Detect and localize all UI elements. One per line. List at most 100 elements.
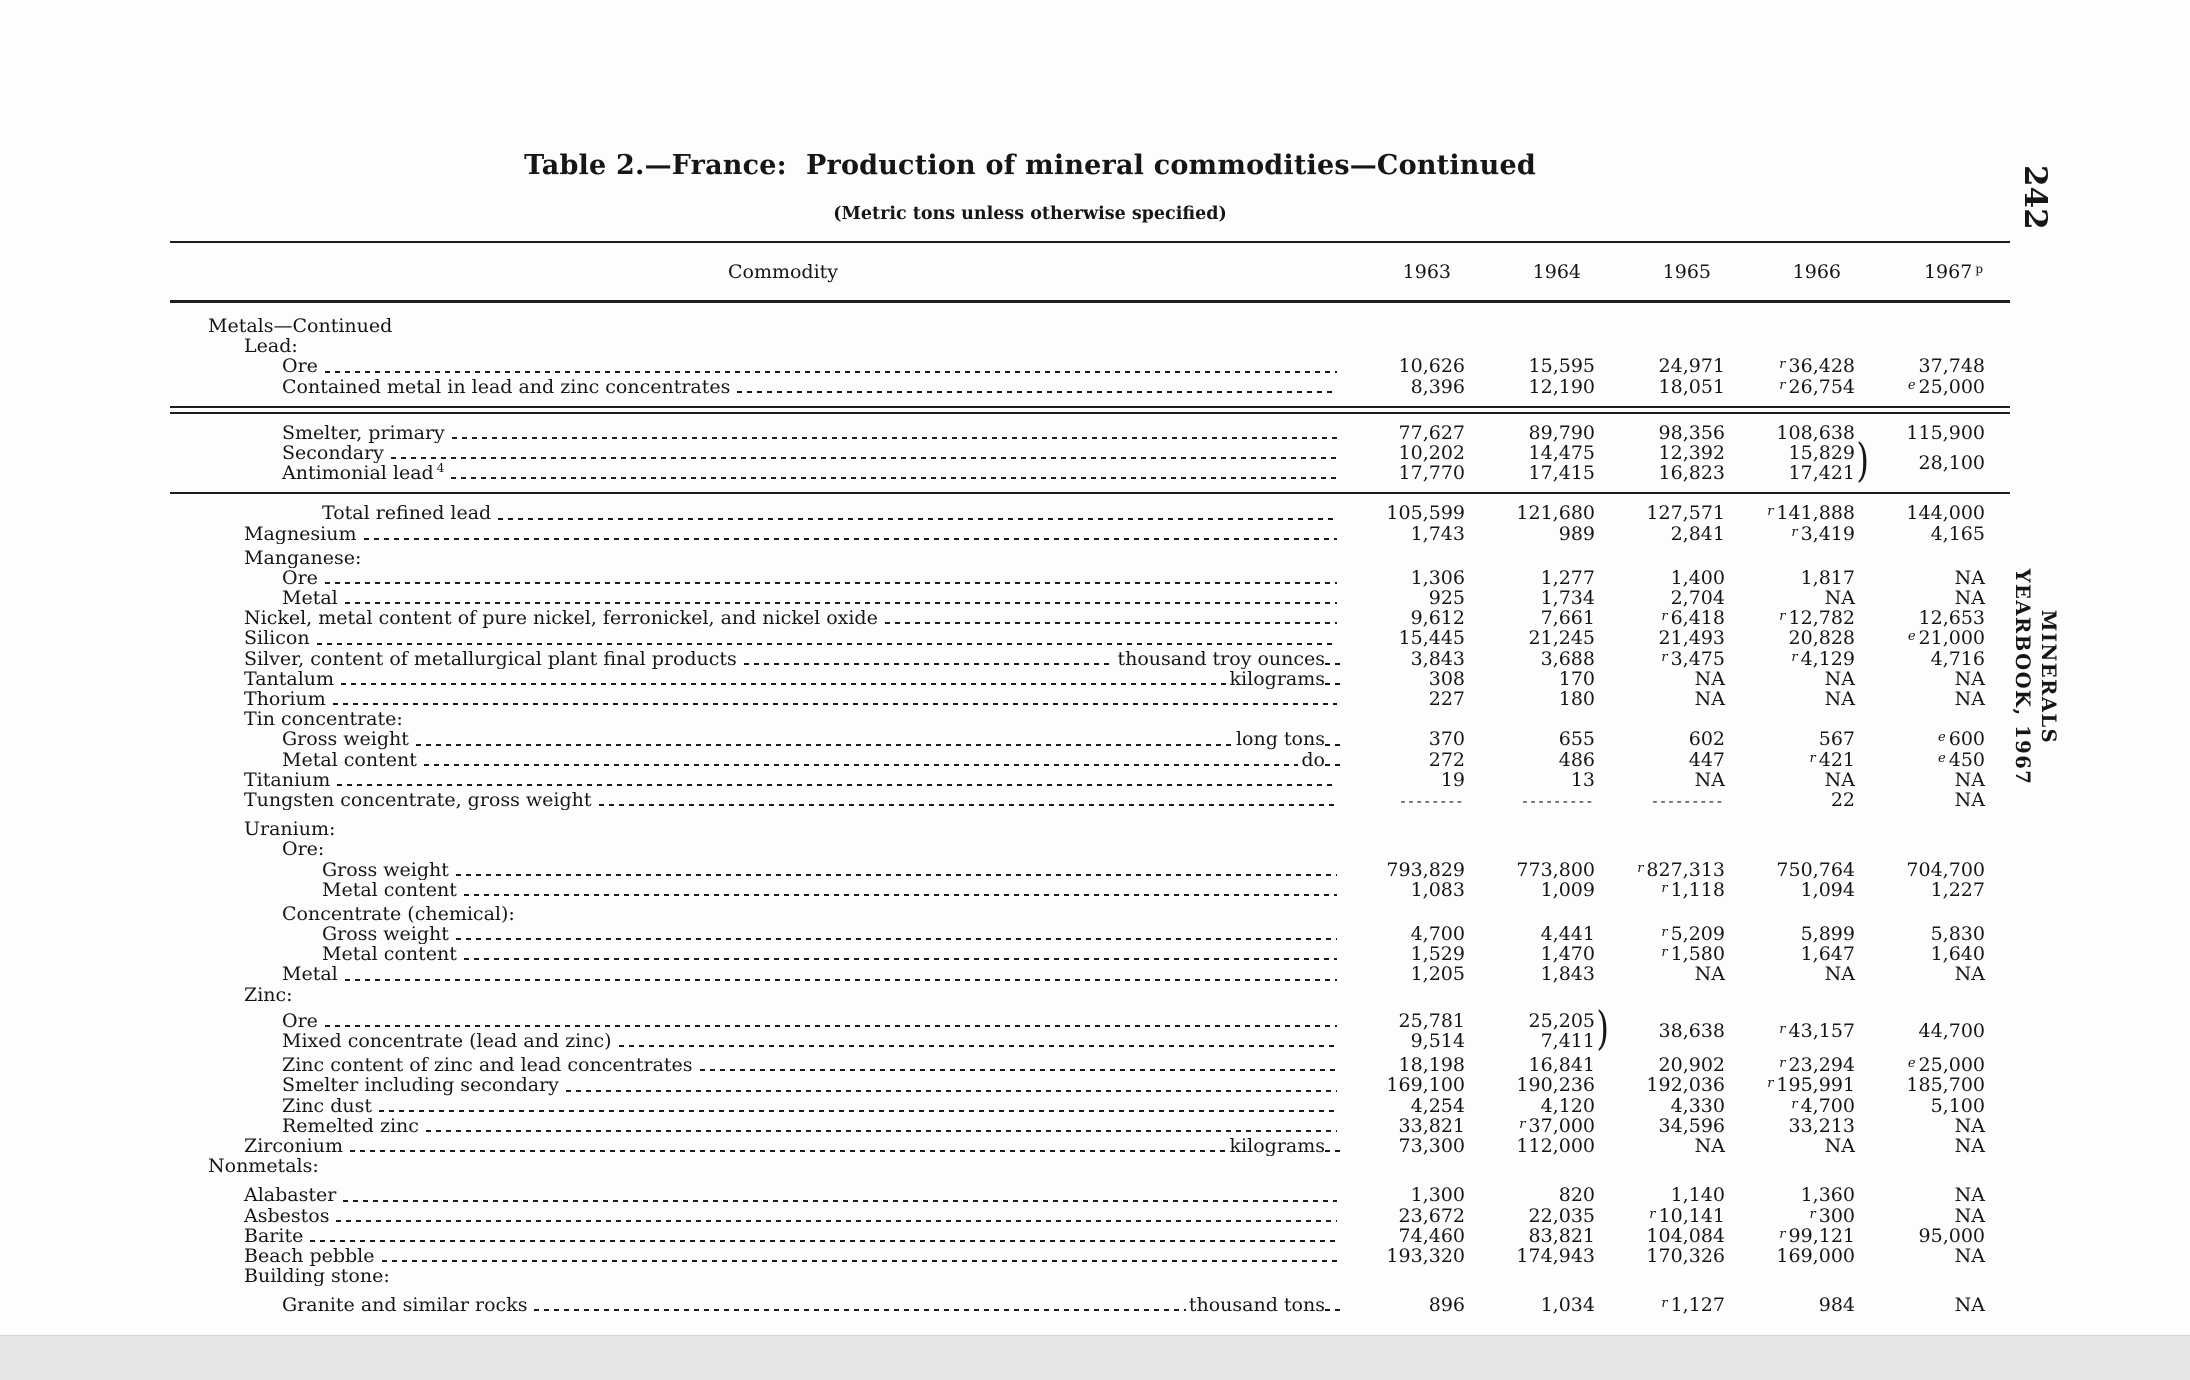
table-row: Metals—Continued: [170, 316, 2010, 336]
dot-leader: [598, 804, 1337, 807]
value-1963: [1340, 1266, 1465, 1286]
production-table: Commodity 1963 1964 1965 1966 1967 p Metals—C…: [170, 241, 2010, 1315]
value-1965: r 3,475: [1595, 649, 1725, 669]
commodity-label: Thorium: [170, 689, 1340, 709]
commodity-label: Zirconium kilograms: [170, 1136, 1340, 1156]
cell-value: 16,823: [1658, 462, 1725, 485]
value-1965: [1595, 336, 1725, 356]
value-1963: [1340, 548, 1465, 568]
value-1967: 115,900: [1855, 423, 1985, 443]
value-1967: NA: [1855, 1205, 1985, 1226]
value-1965: [1595, 709, 1725, 729]
value-1964: 1,734: [1465, 588, 1595, 608]
value-1966: NA: [1725, 588, 1855, 608]
cell-value: e 25,000: [1907, 375, 1985, 398]
cell-value: 750,764: [1776, 858, 1855, 881]
dot-leader: [423, 763, 1299, 766]
value-1965: 21,493: [1595, 628, 1725, 648]
revision-marker: e: [1907, 1056, 1916, 1072]
table-row: Ore 25,781 25,205) 38,638 r 43,157 44,700: [170, 1005, 2010, 1051]
value-1965: r 1,580: [1595, 944, 1725, 964]
value-1966: [1725, 336, 1855, 356]
table-body: Metals—Continued Lead: Ore 10,626 15,595 24,9…: [170, 303, 2010, 1315]
cell-value: 2,841: [1670, 522, 1725, 545]
revision-marker: r: [1779, 609, 1786, 625]
commodity-label-text: Thorium: [244, 689, 326, 710]
cell-value: 704,700: [1906, 858, 1985, 881]
commodity-label-text: Silicon: [244, 628, 310, 649]
value-1966: r 23,294: [1725, 1055, 1855, 1075]
cell-value: 98,356: [1658, 421, 1725, 444]
commodity-label-text: Remelted zinc: [282, 1115, 419, 1136]
value-1967: e 21,000: [1855, 628, 1985, 648]
value-1967: e 25,000: [1855, 375, 1985, 398]
value-1965: [1595, 819, 1725, 839]
cell-value: r 300: [1809, 1204, 1855, 1227]
cell-value: 21,245: [1528, 627, 1595, 650]
dot-leader: [332, 703, 1337, 706]
value-1964: 820: [1465, 1185, 1595, 1205]
table-row: Zinc dust 4,254 4,120 4,330 r 4,700 5,100: [170, 1094, 2010, 1117]
cell-value: r 4,129: [1791, 647, 1855, 670]
value-1963: 793,829: [1340, 858, 1465, 881]
cell-value: 1,277: [1540, 566, 1595, 589]
revision-marker: e: [1907, 629, 1916, 645]
dot-leader-stub: [1325, 763, 1340, 766]
table-row: Ore:: [170, 839, 2010, 859]
value-1966: r 195,991: [1725, 1075, 1855, 1095]
cell-value: 1,360: [1800, 1184, 1855, 1207]
cell-value: 12,653: [1918, 607, 1985, 630]
value-1965: 18,051: [1595, 376, 1725, 397]
cell-value: 170,326: [1646, 1244, 1725, 1267]
table-row: Zinc content of zinc and lead concentrat…: [170, 1055, 2010, 1075]
cell-value: 793,829: [1386, 858, 1465, 881]
commodity-label: Mixed concentrate (lead and zinc): [170, 1031, 1340, 1051]
table-row: Granite and similar rocks thousand tons 89…: [170, 1295, 2010, 1315]
cell-value: 9,514: [1410, 1030, 1465, 1052]
cell-value: 8,396: [1410, 375, 1465, 398]
cell-value: 370: [1428, 728, 1465, 751]
cell-value: 5,100: [1930, 1094, 1985, 1117]
commodity-label: Granite and similar rocks thousand tons: [170, 1295, 1340, 1315]
cell-value: 89,790: [1528, 421, 1595, 444]
value-1965: [1595, 1156, 1725, 1176]
commodity-label: Manganese:: [170, 548, 1340, 568]
cell-value: 12,392: [1658, 441, 1725, 464]
cell-value: 1,300: [1410, 1184, 1465, 1207]
value-1965: NA: [1595, 770, 1725, 790]
cell-value: 121,680: [1516, 502, 1595, 525]
revision-marker: r: [1519, 1116, 1526, 1132]
table-row: Silver, content of metallurgical plant f…: [170, 649, 2010, 669]
cell-value: NA: [1954, 1294, 1985, 1317]
table-row: Beach pebble 193,320 174,943 170,326 169,000…: [170, 1246, 2010, 1266]
dot-leader: [463, 958, 1337, 961]
value-1964: 989: [1465, 523, 1595, 544]
value-1964: [1465, 548, 1595, 568]
cell-value: 185,700: [1906, 1074, 1985, 1097]
value-1964: 22,035: [1465, 1205, 1595, 1226]
value-1964: 174,943: [1465, 1246, 1595, 1266]
commodity-label: Zinc:: [170, 985, 1340, 1005]
value-1966: 169,000: [1725, 1246, 1855, 1266]
value-1966: r 99,121: [1725, 1226, 1855, 1246]
value-1967: 4,716: [1855, 649, 1985, 669]
value-1965: 4,330: [1595, 1095, 1725, 1116]
value-1966: [1725, 819, 1855, 839]
table-row: Silicon 15,445 21,245 21,493 20,828 e 21,000: [170, 628, 2010, 648]
table-row: Antimonial lead 4 17,770 17,415 16,823 17,421: [170, 463, 2010, 483]
table-row: Lead:: [170, 336, 2010, 356]
value-1965: 24,971: [1595, 356, 1725, 376]
cell-value: 4,700: [1410, 923, 1465, 946]
value-1966: [1725, 904, 1855, 924]
cell-value: 170: [1558, 667, 1595, 690]
cell-value: NA: [1694, 1134, 1725, 1157]
value-1967: [1855, 316, 1985, 336]
commodity-label: Metal content: [170, 880, 1340, 900]
value-1964: [1465, 819, 1595, 839]
commodity-label-text: Ore:: [282, 839, 325, 860]
cell-value: 17,770: [1398, 462, 1465, 485]
cell-value: r 141,888: [1767, 502, 1855, 525]
cell-value: 192,036: [1646, 1074, 1725, 1097]
value-1966: 20,828: [1725, 628, 1855, 648]
